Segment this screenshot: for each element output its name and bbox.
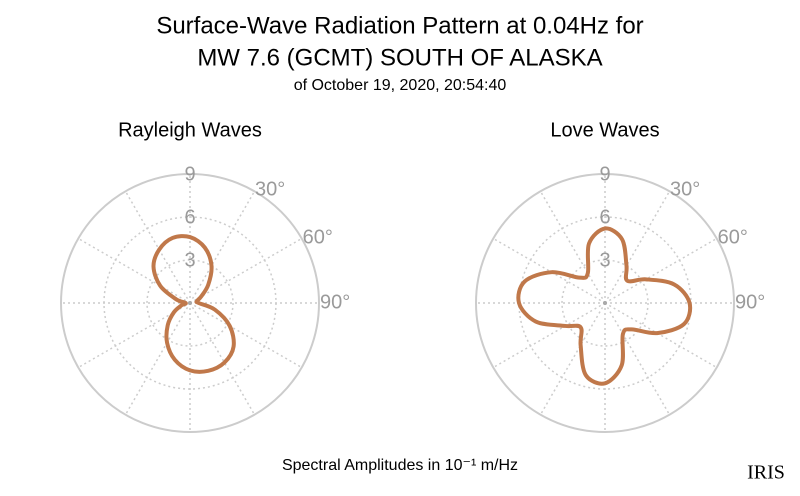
title-line: MW 7.6 (GCMT) SOUTH OF ALASKA	[197, 44, 602, 71]
radial-grid-line	[492, 237, 606, 304]
radial-grid-line	[539, 302, 606, 416]
r-tick-label: 3	[184, 249, 195, 271]
radial-grid-line	[539, 190, 606, 304]
theta-tick-label: 30°	[255, 179, 285, 201]
theta-tick-label: 90°	[320, 291, 350, 313]
ring-grid-line	[475, 173, 735, 433]
radial-grid-line	[604, 190, 671, 304]
r-tick-label: 6	[184, 206, 195, 228]
radial-grid-line	[189, 237, 303, 304]
subtitle: of October 19, 2020, 20:54:40	[294, 77, 507, 94]
theta-tick-label: 90°	[735, 291, 765, 313]
origin	[603, 301, 607, 305]
radiation-curve	[151, 234, 236, 374]
ring-grid-line	[103, 216, 277, 390]
radial-grid-line	[189, 302, 303, 369]
radial-grid-line	[604, 237, 718, 304]
theta-tick-label: 60°	[718, 226, 748, 248]
r-tick-label: 3	[599, 249, 610, 271]
radial-grid-line	[124, 190, 191, 304]
radial-grid-line	[77, 237, 191, 304]
caption: Spectral Amplitudes in 10⁻¹ m/Hz	[282, 457, 518, 474]
ring-grid-line	[561, 259, 649, 347]
radial-grid-line	[604, 302, 671, 416]
ring-grid-line	[146, 259, 234, 347]
radial-grid-line	[124, 302, 191, 416]
radial-grid-line	[492, 302, 606, 369]
chart-title: Rayleigh Waves	[118, 119, 262, 141]
logo: IRIS	[747, 462, 785, 484]
origin	[188, 301, 192, 305]
radiation-curve	[516, 226, 693, 386]
theta-tick-label: 30°	[670, 179, 700, 201]
radial-grid-line	[189, 302, 256, 416]
r-tick-label: 6	[599, 206, 610, 228]
radial-grid-line	[604, 302, 718, 369]
title-line: Surface-Wave Radiation Pattern at 0.04Hz…	[156, 12, 643, 39]
radial-grid-line	[189, 190, 256, 304]
chart-title: Love Waves	[550, 119, 659, 141]
theta-tick-label: 60°	[303, 226, 333, 248]
r-tick-label: 9	[184, 163, 195, 185]
r-tick-label: 9	[599, 163, 610, 185]
ring-grid-line	[60, 173, 320, 433]
